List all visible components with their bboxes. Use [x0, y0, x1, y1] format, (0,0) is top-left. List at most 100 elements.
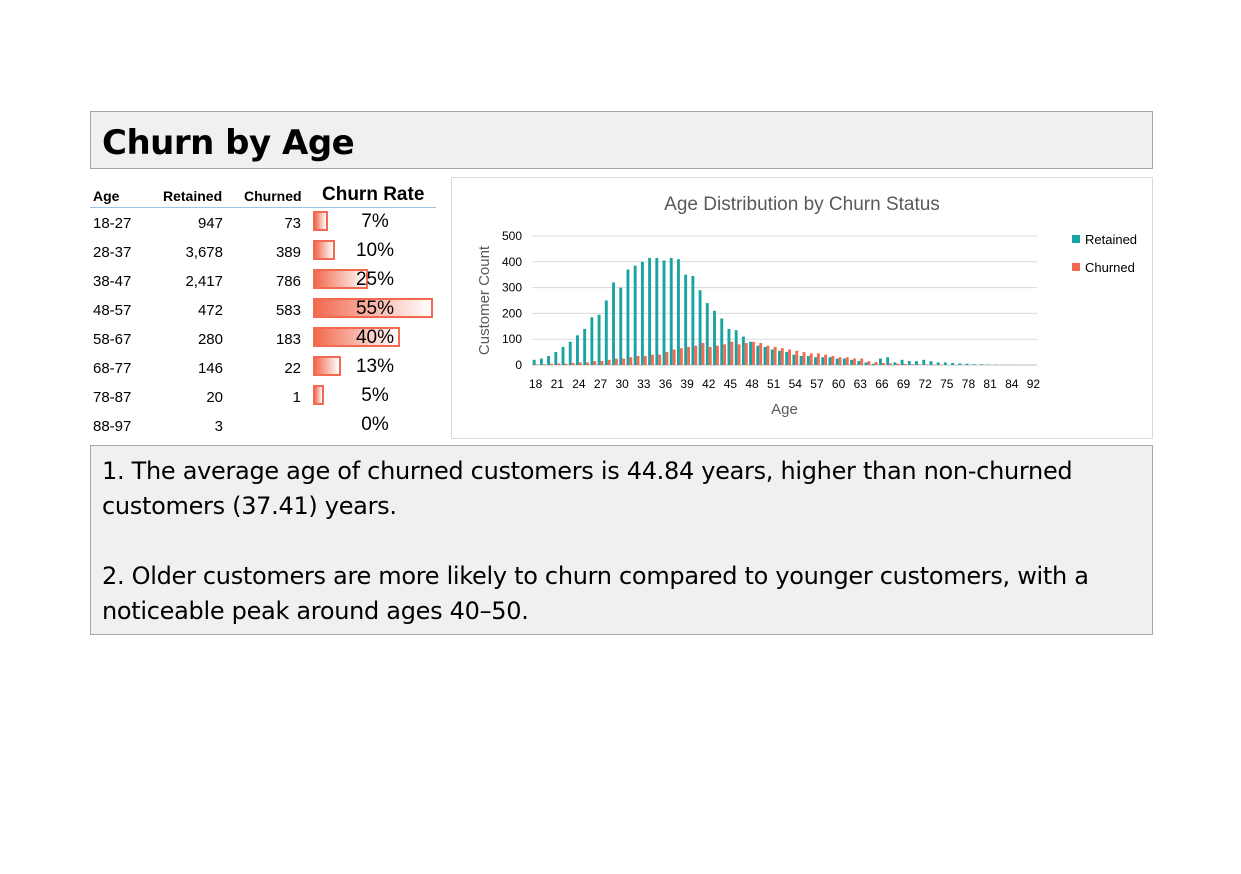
x-tick-label: 54 [789, 377, 803, 391]
churned-cell: 786 [275, 273, 301, 290]
title-panel: Churn by Age [90, 111, 1153, 169]
churn-rate-bar [313, 211, 328, 231]
churned-bar [550, 363, 553, 365]
retained-bar [814, 357, 817, 365]
retained-cell: 3,678 [185, 244, 223, 261]
retained-bar [677, 259, 680, 365]
retained-bar [879, 358, 882, 365]
churn-rate-cell: 10% [355, 240, 395, 261]
retained-bar [583, 328, 587, 365]
churned-bar [708, 346, 712, 365]
age-cell: 78-87 [93, 389, 132, 406]
churned-bar [586, 362, 589, 365]
churned-bar [845, 357, 849, 365]
retained-bar [734, 330, 738, 365]
churned-bar [766, 345, 770, 365]
retained-bar [842, 358, 846, 365]
y-axis-label: Customer Count [476, 245, 493, 355]
churned-bar [715, 345, 719, 365]
x-tick-label: 57 [810, 377, 824, 391]
retained-bar [965, 363, 969, 365]
retained-bar [799, 355, 803, 365]
x-tick-label: 63 [854, 377, 868, 391]
retained-cell: 2,417 [185, 273, 223, 290]
legend-swatch [1072, 263, 1080, 271]
churned-bar [788, 349, 791, 365]
churned-bar [809, 353, 813, 365]
x-tick-label: 24 [572, 377, 586, 391]
retained-bar [893, 362, 897, 365]
churned-bar [658, 354, 662, 365]
retained-bar [943, 362, 947, 365]
churned-bar [831, 355, 835, 365]
churned-bar [557, 363, 561, 365]
retained-bar [669, 257, 673, 365]
churned-bar [824, 354, 828, 365]
x-tick-label: 27 [594, 377, 608, 391]
x-tick-label: 39 [680, 377, 694, 391]
retained-bar [640, 261, 644, 365]
churned-cell: 389 [275, 244, 301, 261]
x-tick-label: 75 [940, 377, 954, 391]
churned-bar [730, 341, 734, 365]
x-tick-label: 78 [962, 377, 976, 391]
churn-table: Age Retained Churned Churn Rate 18-27 947… [90, 178, 436, 440]
retained-bar [539, 358, 543, 365]
retained-bar [597, 314, 601, 365]
retained-bar [864, 362, 868, 365]
retained-bar [626, 269, 630, 365]
retained-bar [576, 335, 579, 365]
retained-bar [604, 300, 608, 365]
churned-bar [759, 343, 763, 365]
churn-rate-cell: 5% [361, 385, 389, 406]
x-tick-label: 72 [919, 377, 933, 391]
retained-bar [770, 349, 774, 365]
retained-bar [857, 361, 861, 365]
retained-bar [648, 257, 652, 365]
churned-bar [903, 363, 907, 365]
retained-bar [915, 361, 918, 365]
x-tick-label: 60 [832, 377, 846, 391]
x-tick-label: 69 [897, 377, 911, 391]
table-row: 38-47 2,417 786 25% [90, 266, 436, 295]
churned-bar [672, 349, 676, 365]
churn-rate-bar [313, 298, 433, 318]
retained-cell: 20 [206, 389, 223, 406]
churned-bar [694, 345, 698, 365]
churn-rate-bar [313, 327, 400, 347]
retained-bar [727, 328, 731, 365]
x-tick-label: 33 [637, 377, 651, 391]
churned-bar [860, 358, 864, 365]
churn-rate-cell: 55% [355, 298, 395, 319]
churned-bar [925, 364, 929, 365]
retained-cell: 947 [197, 215, 223, 232]
churned-bar [744, 343, 748, 365]
retained-bar [785, 352, 789, 365]
retained-bar [958, 363, 962, 365]
churned-cell: 183 [275, 331, 301, 348]
x-tick-label: 18 [529, 377, 543, 391]
retained-bar [554, 352, 558, 365]
retained-bar [756, 345, 760, 365]
age-cell: 88-97 [93, 418, 132, 435]
age-distribution-chart: Age Distribution by Churn Status 0 100 200 3… [476, 194, 1137, 418]
retained-bar [821, 357, 825, 365]
retained-cell: 472 [197, 302, 223, 319]
age-cell: 28-37 [93, 244, 132, 261]
legend-label: Churned [1085, 260, 1135, 275]
retained-bar [698, 290, 702, 365]
retained-bar [532, 359, 536, 365]
table-row: 88-97 3 0% [90, 411, 436, 440]
x-tick-label: 84 [1005, 377, 1019, 391]
churned-bar [816, 353, 820, 365]
age-cell: 68-77 [93, 360, 132, 377]
retained-bar [972, 364, 976, 365]
retained-bar [741, 336, 745, 365]
churn-rate-cell: 13% [355, 356, 395, 377]
retained-bar [792, 354, 796, 365]
retained-bar [907, 361, 911, 365]
x-tick-label: 21 [551, 377, 565, 391]
churned-bar [795, 350, 799, 365]
retained-bar [987, 364, 991, 365]
note-2: 2. Older customers are more likely to ch… [102, 562, 1089, 625]
